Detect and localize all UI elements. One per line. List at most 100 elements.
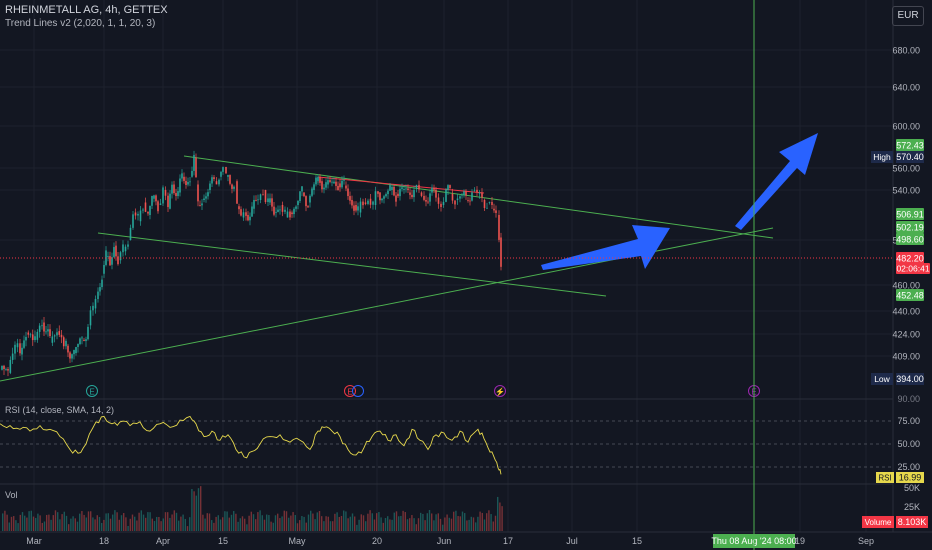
volume-bar	[270, 521, 272, 531]
volume-bar	[6, 514, 8, 531]
candle-body	[273, 206, 275, 215]
candle-body	[229, 175, 231, 184]
candle-body	[195, 157, 197, 178]
candle-body	[483, 200, 486, 208]
volume-bar	[226, 511, 228, 531]
candle-body	[459, 196, 461, 199]
volume-bar	[235, 513, 237, 531]
volume-bar	[182, 514, 184, 531]
candle-body	[495, 210, 497, 213]
volume-bar	[13, 516, 15, 531]
candle-body	[47, 329, 49, 332]
candle-body	[289, 211, 291, 218]
candle-body	[277, 209, 279, 212]
candle-body	[364, 202, 367, 204]
candle-body	[449, 185, 451, 189]
volume-bar	[26, 517, 28, 531]
volume-bar	[404, 512, 406, 531]
volume-bar	[461, 511, 464, 531]
volume-tick-label: 25K	[904, 502, 920, 512]
candle-body	[498, 215, 500, 240]
candle-body	[115, 245, 117, 257]
candle-body	[291, 212, 293, 215]
candle-body	[403, 189, 405, 190]
price-axis[interactable]: 680.00640.00600.00560.00540.00500.00460.…	[862, 46, 930, 529]
volume-bar	[241, 516, 244, 531]
candle-body	[399, 188, 401, 197]
low-value-tag	[896, 373, 924, 385]
candle-body	[411, 194, 413, 198]
candle-body	[253, 199, 255, 209]
candle-body	[279, 209, 281, 211]
candle-body	[423, 195, 425, 200]
candle-body	[97, 291, 99, 300]
rsi-legend: RSI (14, close, SMA, 14, 2)	[5, 405, 114, 415]
candle-body	[132, 214, 134, 228]
volume-bar	[292, 512, 294, 531]
volume-bar	[384, 517, 387, 531]
candle-body	[440, 203, 442, 207]
candle-body	[341, 180, 343, 188]
candle-body	[425, 200, 427, 202]
candle-body	[339, 183, 341, 188]
price-tick-label: 680.00	[892, 46, 920, 56]
candle-body	[467, 200, 469, 201]
volume-bar	[136, 520, 138, 531]
candle-body	[488, 201, 491, 203]
candle-body	[67, 345, 69, 353]
candle-body	[331, 181, 333, 183]
candle-body	[359, 201, 362, 213]
volume-bar	[215, 516, 217, 531]
volume-bar	[193, 491, 195, 531]
candle-body	[177, 191, 179, 197]
candle-body	[211, 177, 213, 184]
volume-bar	[54, 510, 57, 531]
candle-body	[493, 208, 495, 211]
price-badge	[896, 252, 924, 264]
volume-bar	[257, 512, 259, 531]
volume-bar	[217, 515, 219, 531]
high-value-label: 570.40	[896, 152, 924, 162]
candle-body	[191, 170, 193, 177]
high-tag	[871, 151, 893, 163]
candle-body	[251, 206, 253, 217]
volume-bar	[41, 522, 43, 531]
candle-body	[236, 181, 238, 204]
price-badge-label: 572.43	[896, 141, 924, 151]
candle-body	[435, 189, 437, 198]
volume-bar	[468, 519, 470, 531]
volume-bar	[422, 513, 424, 531]
price-badge-label: 452.48	[896, 291, 924, 301]
countdown-badge	[896, 263, 930, 274]
time-tick-label: 19	[795, 536, 805, 546]
volume-bar	[376, 513, 378, 531]
volume-value-label: 8.103K	[898, 517, 927, 527]
volume-bar	[435, 514, 437, 531]
candle-body	[159, 203, 162, 205]
event-marker	[494, 385, 506, 397]
volume-bar	[233, 511, 235, 531]
rsi-tick-label: 50.00	[897, 439, 920, 449]
volume-bar	[329, 521, 332, 531]
volume-bar	[149, 512, 151, 531]
volume-bar	[305, 522, 307, 531]
event-marker	[86, 385, 98, 397]
candle-body	[259, 194, 262, 200]
volume-bar	[321, 516, 323, 531]
price-tick-label: 560.00	[892, 164, 920, 174]
volume-bar	[281, 516, 283, 531]
indicator-legend[interactable]: Trend Lines v2 (2,020, 1, 1, 20, 3)	[5, 18, 156, 29]
volume-bar	[96, 515, 98, 531]
price-candles	[1, 150, 502, 377]
candle-body	[41, 325, 43, 327]
volume-bar	[259, 510, 261, 531]
candle-body	[333, 181, 335, 184]
candle-body	[101, 279, 103, 288]
symbol-title[interactable]: RHEINMETALL AG, 4h, GETTEX	[5, 4, 168, 16]
volume-bar	[318, 510, 321, 531]
rsi-tick-label: 75.00	[897, 416, 920, 426]
volume-bar	[134, 516, 136, 531]
currency-selector[interactable]: EUR	[892, 6, 924, 26]
